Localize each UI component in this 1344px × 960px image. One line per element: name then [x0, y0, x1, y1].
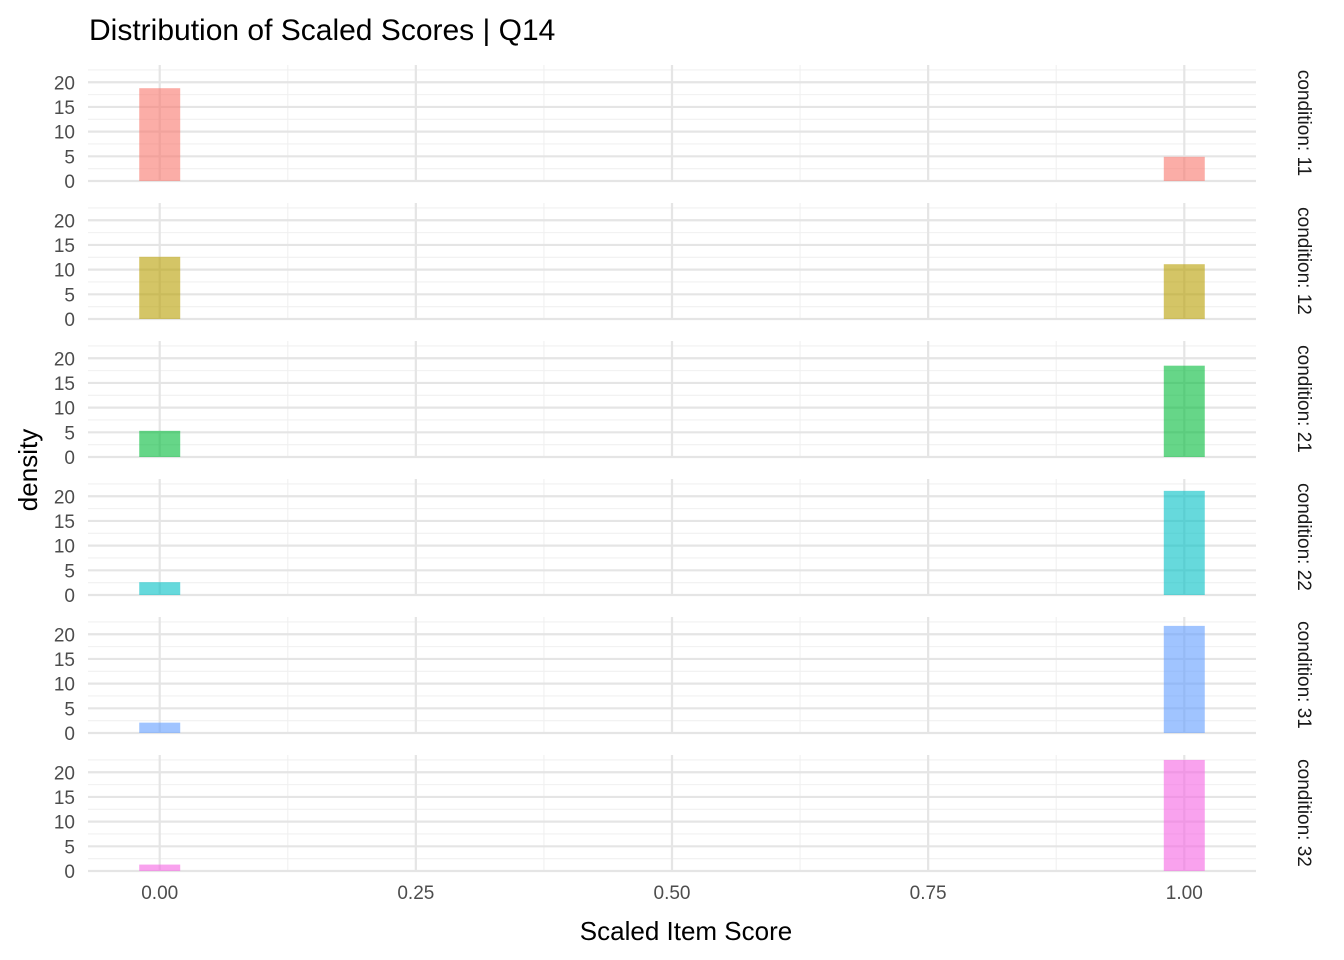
histogram-bar [1163, 490, 1205, 595]
histogram-bar [1163, 365, 1205, 457]
y-tick-label: 20 [54, 349, 75, 370]
y-tick-label: 20 [54, 211, 75, 232]
y-tick-label: 5 [64, 561, 75, 582]
y-tick-label: 0 [64, 862, 75, 883]
facet-strip-label: condition: 21 [1293, 345, 1314, 453]
facet-strip-label: condition: 31 [1293, 621, 1314, 729]
histogram-bar [139, 88, 181, 181]
facet-strip-label: condition: 22 [1293, 483, 1314, 591]
x-tick-label: 0.50 [654, 883, 691, 904]
facet-panel-1: 0 5 10 15 20 condition: 11 [54, 65, 1314, 193]
y-tick-label: 0 [64, 172, 75, 193]
y-tick-label: 10 [54, 537, 75, 558]
y-tick-label: 10 [54, 813, 75, 834]
x-tick-label: 0.00 [141, 883, 178, 904]
y-tick-label: 15 [54, 788, 75, 809]
histogram-bar [139, 256, 181, 319]
y-tick-label: 20 [54, 73, 75, 94]
y-tick-label: 15 [54, 374, 75, 395]
facet-panel-6: 0 5 10 15 20 condition: 32 [54, 755, 1314, 883]
chart-title: Distribution of Scaled Scores | Q14 [89, 14, 555, 47]
y-axis-title: density [13, 429, 43, 511]
y-tick-label: 0 [64, 310, 75, 331]
y-tick-label: 0 [64, 724, 75, 745]
facet-panels: 0 5 10 15 20 condition: 11 0 5 10 15 20 condition: … [54, 65, 1314, 904]
histogram-bar [1163, 759, 1205, 871]
facet-panel-4: 0 5 10 15 20 condition: 22 [54, 479, 1314, 607]
y-tick-label: 15 [54, 236, 75, 257]
y-tick-label: 15 [54, 98, 75, 119]
y-tick-label: 20 [54, 763, 75, 784]
y-tick-label: 5 [64, 837, 75, 858]
y-tick-label: 15 [54, 650, 75, 671]
histogram-bar [1163, 156, 1205, 181]
y-tick-label: 10 [54, 675, 75, 696]
y-tick-label: 0 [64, 586, 75, 607]
x-tick-label: 1.00 [1166, 883, 1203, 904]
y-tick-label: 10 [54, 123, 75, 144]
facet-strip-label: condition: 11 [1293, 70, 1314, 176]
histogram-bar [139, 722, 181, 733]
y-tick-label: 20 [54, 625, 75, 646]
y-tick-label: 10 [54, 399, 75, 420]
x-tick-label: 0.25 [397, 883, 434, 904]
y-tick-label: 5 [64, 699, 75, 720]
facet-strip-label: condition: 12 [1293, 207, 1314, 315]
histogram-bar [139, 582, 181, 595]
y-tick-label: 10 [54, 261, 75, 282]
y-tick-label: 5 [64, 285, 75, 306]
y-tick-label: 15 [54, 512, 75, 533]
y-tick-label: 5 [64, 147, 75, 168]
facet-strip-label: condition: 32 [1293, 759, 1314, 867]
x-tick-label: 0.75 [910, 883, 947, 904]
facet-panel-5: 0 5 10 15 20 condition: 31 [54, 617, 1314, 745]
histogram-bar [1163, 264, 1205, 319]
y-tick-label: 0 [64, 448, 75, 469]
histogram-bar [139, 864, 181, 871]
histogram-bar [1163, 625, 1205, 733]
histogram-bar [139, 430, 181, 457]
x-axis-title: Scaled Item Score [580, 916, 792, 946]
facet-panel-2: 0 5 10 15 20 condition: 12 [54, 203, 1314, 331]
facet-panel-3: 0 5 10 15 20 condition: 21 [54, 341, 1314, 469]
y-tick-label: 5 [64, 423, 75, 444]
y-tick-label: 20 [54, 487, 75, 508]
